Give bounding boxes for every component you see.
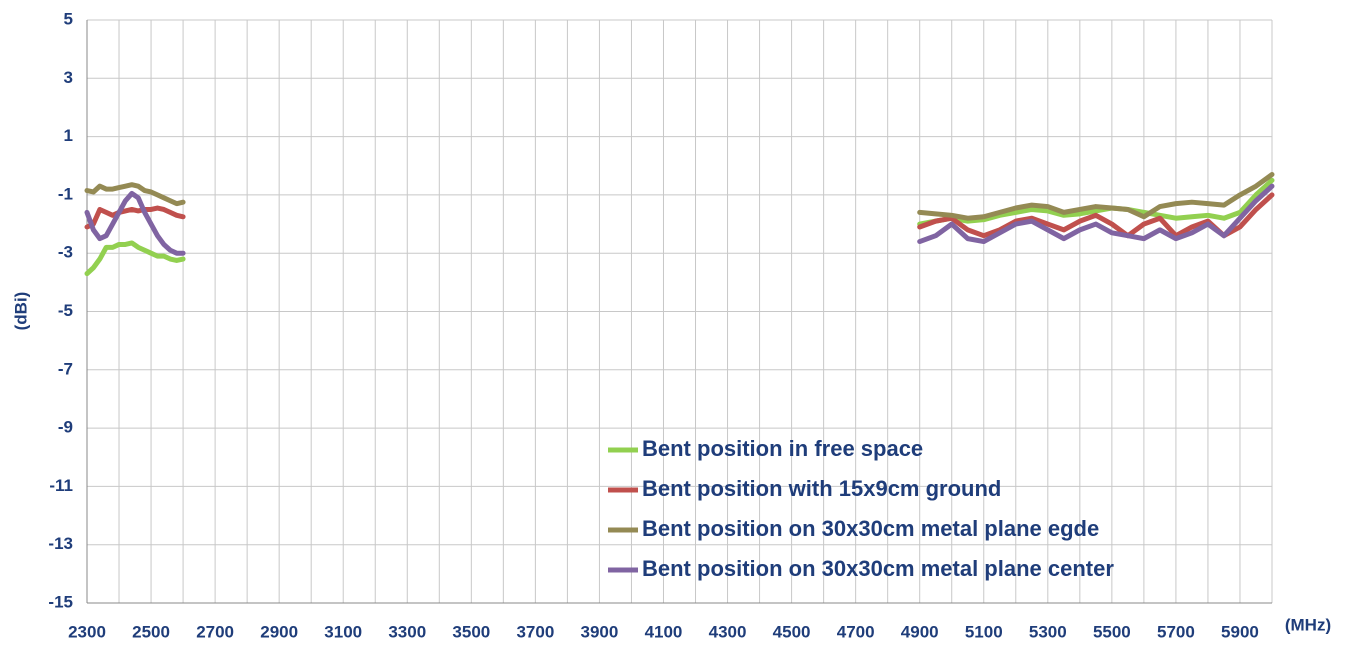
x-tick-label: 5500 <box>1093 622 1131 641</box>
legend-label: Bent position on 30x30cm metal plane egd… <box>642 516 1099 541</box>
x-tick-label: 2300 <box>68 622 106 641</box>
y-tick-label: -7 <box>58 359 73 378</box>
x-tick-label: 5300 <box>1029 622 1067 641</box>
x-tick-label: 4100 <box>645 622 683 641</box>
x-tick-label: 5100 <box>965 622 1003 641</box>
x-tick-label: 2700 <box>196 622 234 641</box>
x-tick-label: 3900 <box>581 622 619 641</box>
x-tick-label: 3300 <box>388 622 426 641</box>
x-tick-label: 3500 <box>452 622 490 641</box>
legend-label: Bent position on 30x30cm metal plane cen… <box>642 556 1114 581</box>
series-line <box>84 171 1275 221</box>
x-tick-label: 5700 <box>1157 622 1195 641</box>
x-tick-label: 2900 <box>260 622 298 641</box>
y-tick-label: -1 <box>58 184 73 203</box>
y-tick-label: 5 <box>64 9 73 28</box>
x-tick-label: 5900 <box>1221 622 1259 641</box>
x-tick-label: 4700 <box>837 622 875 641</box>
y-tick-label: -5 <box>58 301 73 320</box>
x-tick-label: 4300 <box>709 622 747 641</box>
legend-label: Bent position with 15x9cm ground <box>642 476 1001 501</box>
x-tick-label: 3100 <box>324 622 362 641</box>
x-tick-label: 2500 <box>132 622 170 641</box>
x-tick-label: 4900 <box>901 622 939 641</box>
x-tick-label: 4500 <box>773 622 811 641</box>
x-axis-label: (MHz) <box>1285 615 1331 634</box>
y-tick-label: -3 <box>58 243 73 262</box>
series-line <box>84 177 1275 277</box>
x-tick-label: 3700 <box>516 622 554 641</box>
series-line <box>84 183 1275 256</box>
y-axis-label: (dBi) <box>11 292 30 331</box>
series-line <box>84 192 1275 239</box>
y-tick-label: -11 <box>49 476 73 495</box>
y-tick-label: -13 <box>48 534 73 553</box>
legend-label: Bent position in free space <box>642 436 923 461</box>
y-tick-label: 3 <box>64 68 73 87</box>
y-tick-label: -9 <box>58 418 73 437</box>
y-tick-label: -15 <box>48 592 73 611</box>
y-tick-label: 1 <box>64 126 73 145</box>
